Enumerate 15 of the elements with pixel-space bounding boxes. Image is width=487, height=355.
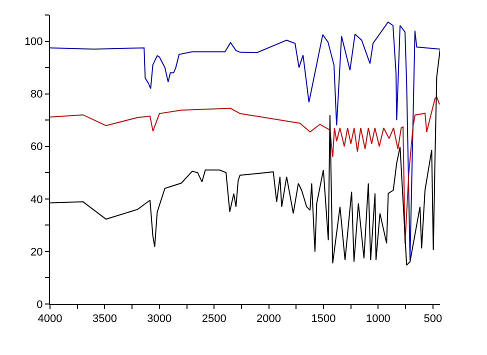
x-tick-label: 2500 — [202, 313, 226, 326]
y-tick-label: 80 — [30, 88, 43, 101]
x-tick-label: 500 — [424, 313, 442, 326]
x-tick-label: 3500 — [92, 313, 117, 326]
y-tick-label: 20 — [30, 246, 43, 258]
x-tick-label: 3000 — [147, 313, 172, 326]
x-tick-label: 4000 — [38, 313, 62, 326]
x-tick-label: 1000 — [366, 313, 390, 326]
x-tick-label: 1500 — [311, 313, 336, 326]
line-series — [50, 96, 440, 244]
y-tick-label: 60 — [30, 141, 43, 154]
y-tick-label: 100 — [24, 36, 43, 48]
x-tick-label: 2000 — [256, 313, 282, 326]
y-tick-label: 40 — [30, 194, 43, 206]
y-tick-label: 0 — [36, 298, 43, 311]
